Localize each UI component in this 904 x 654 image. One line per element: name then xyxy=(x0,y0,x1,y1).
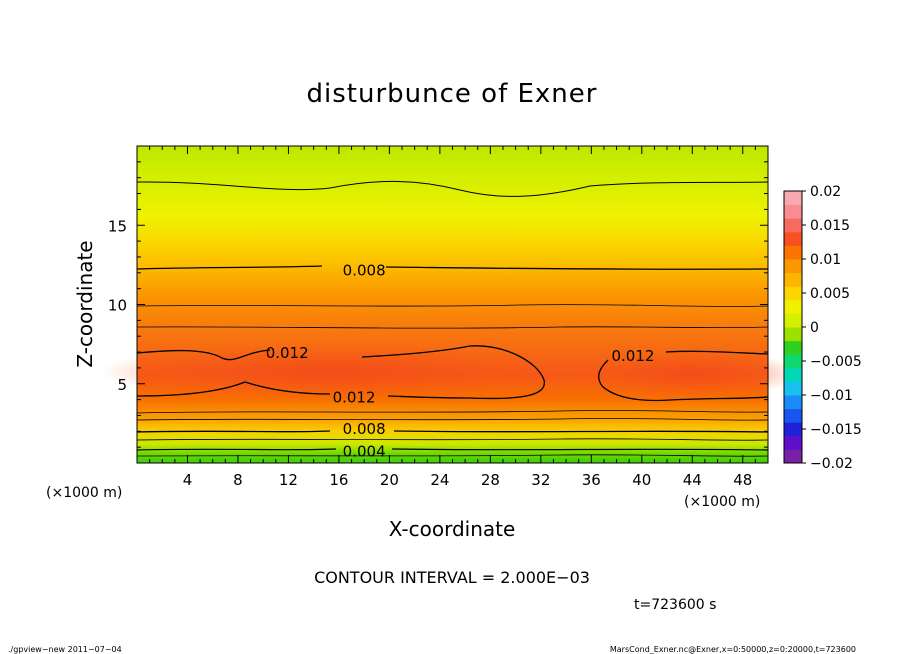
x-tick-label: 16 xyxy=(329,471,348,489)
contour-line-low-c xyxy=(136,438,769,441)
contour-label: 0.008 xyxy=(343,262,386,280)
y-axis-ticks: 5 10 15 xyxy=(108,161,768,448)
y-axis-label: Z-coordinate xyxy=(73,240,97,367)
colorbar-tick-label: −0.02 xyxy=(810,456,853,472)
x-tick-label: 20 xyxy=(380,471,399,489)
chart-title: disturbunce of Exner xyxy=(307,79,598,109)
x-tick-label: 12 xyxy=(279,471,298,489)
contour-line-thin-b xyxy=(136,326,769,329)
colorbar-segment xyxy=(784,245,802,260)
colorbar-segment xyxy=(784,204,802,219)
contour-label: 0.012 xyxy=(266,344,309,362)
x-tick-label: 8 xyxy=(233,471,243,489)
colorbar-tick-label: 0.01 xyxy=(810,252,841,268)
colorbar-segment xyxy=(784,381,802,396)
x-tick-label: 48 xyxy=(733,471,752,489)
x-tick-label: 28 xyxy=(481,471,500,489)
x-tick-label: 44 xyxy=(683,471,702,489)
colorbar-tick-label: −0.015 xyxy=(810,422,862,438)
colorbar-segment xyxy=(784,231,802,246)
contour-interval-label: CONTOUR INTERVAL = 2.000E−03 xyxy=(314,568,590,587)
x-tick-label: 40 xyxy=(632,471,651,489)
contour-label: 0.012 xyxy=(333,388,376,406)
y-axis-unit: (×1000 m) xyxy=(46,485,122,501)
footer-right: MarsCond_Exner.nc@Exner,x=0:50000,z=0:20… xyxy=(610,645,856,654)
colorbar-segment xyxy=(784,286,802,301)
colorbar-tick-label: −0.01 xyxy=(810,388,853,404)
colorbar-segment xyxy=(784,299,802,314)
colorbar-segment xyxy=(784,449,802,464)
contour-label: 0.004 xyxy=(343,442,386,460)
x-tick-label: 24 xyxy=(430,471,449,489)
contour-label: 0.008 xyxy=(343,420,386,438)
contour-line-low-b xyxy=(136,418,769,421)
x-axis-unit: (×1000 m) xyxy=(684,494,760,510)
colorbar-tick-label: 0 xyxy=(810,320,819,336)
x-tick-label: 32 xyxy=(531,471,550,489)
colorbar-segment xyxy=(784,395,802,410)
contour-line-low-d xyxy=(136,454,769,457)
contour-line-0.012-right xyxy=(598,350,769,402)
y-tick-label: 5 xyxy=(117,376,127,394)
plot-background xyxy=(137,146,768,463)
colorbar-segment xyxy=(784,340,802,355)
colorbar-segment xyxy=(784,218,802,233)
contour-line-0.012-left xyxy=(136,345,545,400)
x-axis-label: X-coordinate xyxy=(389,517,516,541)
colorbar-segment xyxy=(784,408,802,423)
colorbar-tick-label: 0.015 xyxy=(810,218,850,234)
contour-line-0.004 xyxy=(136,448,769,451)
x-tick-label: 36 xyxy=(582,471,601,489)
contour-line-0.008-upper xyxy=(136,265,769,270)
y-tick-label: 15 xyxy=(108,217,127,235)
hot-blob-left xyxy=(100,344,560,400)
colorbar-segment xyxy=(784,435,802,450)
colorbar-segment xyxy=(784,422,802,437)
colorbar-segment xyxy=(784,313,802,328)
contour-line-thin-a xyxy=(136,304,769,307)
contour-label: 0.012 xyxy=(611,347,654,365)
colorbar-segment xyxy=(784,367,802,382)
colorbar: 0.02 0.015 0.01 0.005 0 −0.005 −0.01 −0.015 −0.0… xyxy=(783,184,862,472)
x-tick-label: 4 xyxy=(183,471,193,489)
time-label: t=723600 s xyxy=(634,597,716,613)
contour-line-0.008-lower xyxy=(136,430,769,433)
x-axis-ticks: 4 8 12 16 20 24 28 32 36 40 44 48 xyxy=(149,146,756,489)
colorbar-segment xyxy=(784,327,802,342)
colorbar-segment xyxy=(784,272,802,287)
contour-labels: 0.008 0.012 0.012 0.012 0.008 0.004 xyxy=(266,262,655,461)
contour-line-low-a xyxy=(136,410,769,414)
colorbar-tick-label: −0.005 xyxy=(810,354,862,370)
colorbar-tick-label: 0.005 xyxy=(810,286,850,302)
colorbar-segment xyxy=(784,354,802,369)
colorbar-segment xyxy=(784,191,802,206)
hot-blob-right xyxy=(580,350,800,398)
colorbar-tick-label: 0.02 xyxy=(810,184,841,200)
footer-left: ./gpview−new 2011−07−04 xyxy=(8,645,122,654)
contour-line-upper xyxy=(136,180,769,197)
y-tick-label: 10 xyxy=(108,297,127,315)
colorbar-segment xyxy=(784,259,802,274)
